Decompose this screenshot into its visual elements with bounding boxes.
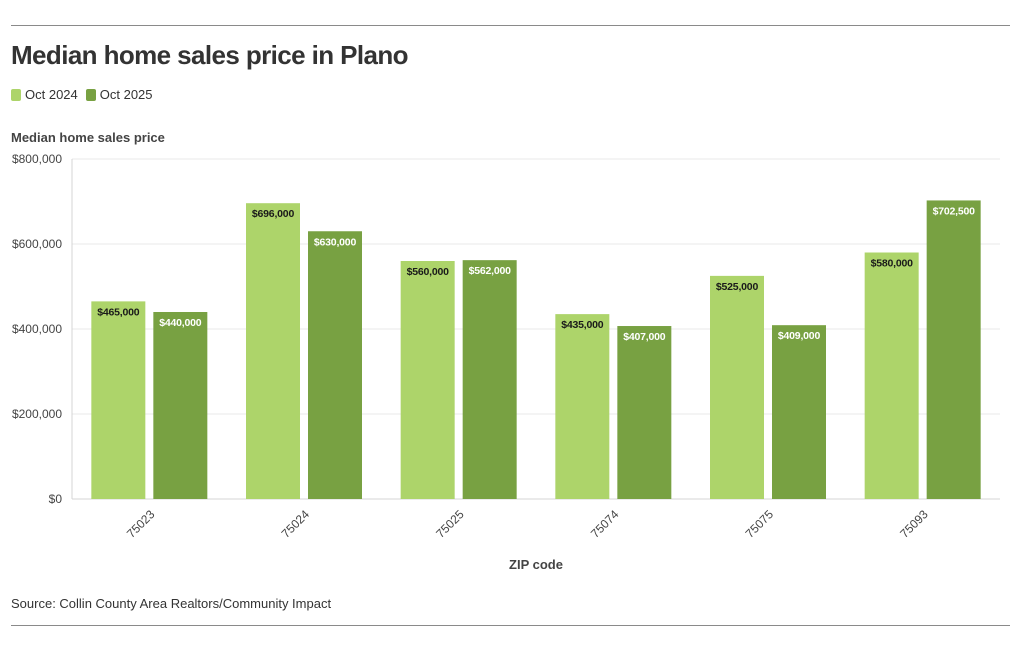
bar-oct-2024-75075 <box>710 275 764 499</box>
data-label: $702,500 <box>933 205 976 217</box>
data-label: $696,000 <box>252 208 295 220</box>
bar-oct-2024-75023 <box>91 301 146 499</box>
data-label: $435,000 <box>561 319 604 331</box>
data-label: $465,000 <box>97 306 140 318</box>
x-tick-label: 75074 <box>588 507 622 541</box>
chart-title: Median home sales price in Plano <box>11 40 409 70</box>
legend-swatch-series-1 <box>11 88 21 101</box>
y-tick-label: $800,000 <box>12 152 62 166</box>
legend: Oct 2024 Oct 2025 <box>11 87 161 102</box>
x-axis-title: ZIP code <box>509 557 563 572</box>
data-label: $440,000 <box>159 317 202 329</box>
y-tick-label: $0 <box>49 492 63 506</box>
bar-oct-2024-75074 <box>555 314 610 499</box>
bar-oct-2025-75024 <box>308 231 362 499</box>
y-tick-label: $200,000 <box>12 407 62 421</box>
data-label: $525,000 <box>716 281 759 293</box>
data-label: $560,000 <box>407 266 450 278</box>
bar-oct-2025-75025 <box>462 260 517 499</box>
bar-oct-2024-75025 <box>400 261 455 499</box>
bar-oct-2024-75093 <box>864 252 919 499</box>
bar-oct-2025-75074 <box>617 326 672 499</box>
source-note: Source: Collin County Area Realtors/Comm… <box>11 596 332 611</box>
x-tick-label: 75025 <box>433 507 467 541</box>
data-label: $630,000 <box>314 236 357 248</box>
bar-oct-2024-75024 <box>246 203 300 499</box>
top-rule <box>11 25 1010 26</box>
legend-item-series-1: Oct 2024 <box>11 87 78 102</box>
x-tick-label: 75024 <box>279 507 313 541</box>
data-label: $407,000 <box>623 331 666 343</box>
bar-chart: $0 $200,000 $400,000 $600,000 $800,000 $465,0… <box>12 152 1000 572</box>
legend-label-series-2: Oct 2025 <box>99 87 153 102</box>
data-label: $562,000 <box>469 265 512 277</box>
bottom-rule <box>11 625 1010 626</box>
x-tick-label: 75093 <box>897 507 931 541</box>
legend-label-series-1: Oct 2024 <box>25 87 78 102</box>
bar-oct-2025-75075 <box>772 325 826 499</box>
x-tick-label: 75075 <box>743 507 777 541</box>
y-tick-label: $600,000 <box>12 237 62 251</box>
bar-oct-2025-75023 <box>153 312 208 499</box>
y-tick-label: $400,000 <box>12 322 62 336</box>
data-label: $580,000 <box>871 258 914 270</box>
bar-oct-2025-75093 <box>926 200 981 499</box>
x-tick-label: 75023 <box>124 507 158 541</box>
legend-item-series-2: Oct 2025 <box>85 87 153 102</box>
data-label: $409,000 <box>778 330 821 342</box>
y-axis-title: Median home sales price <box>11 130 165 145</box>
legend-swatch-series-2 <box>85 88 96 101</box>
